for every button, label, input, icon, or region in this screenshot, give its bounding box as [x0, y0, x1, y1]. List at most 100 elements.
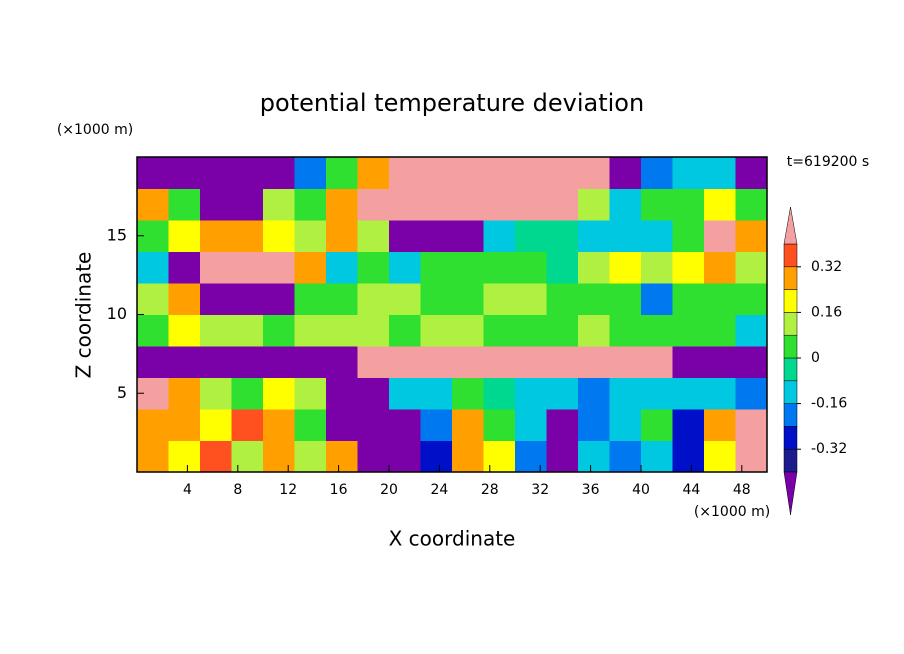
heat-cell: [326, 251, 358, 284]
heat-cell: [483, 283, 516, 315]
heat-cell: [420, 251, 453, 284]
heat-cell: [641, 283, 673, 315]
x-tick-label: 16: [330, 482, 348, 498]
heat-cell: [609, 157, 642, 189]
heat-cell: [672, 283, 705, 315]
heat-cell: [168, 283, 201, 315]
heat-cell: [420, 157, 453, 189]
heat-cell: [420, 409, 453, 441]
colorbar-over: [783, 206, 798, 245]
heat-cell: [294, 409, 327, 441]
heat-cell: [389, 440, 421, 473]
heat-cell: [515, 188, 547, 221]
heat-cell: [294, 440, 327, 473]
heat-cell: [672, 314, 705, 347]
heat-cell: [704, 409, 736, 441]
heat-cell: [168, 157, 201, 189]
heat-cell: [137, 346, 169, 378]
heat-cell: [609, 188, 642, 221]
heat-cell: [263, 409, 295, 441]
heat-cell: [231, 409, 264, 441]
heat-cell: [546, 251, 579, 284]
heat-cell: [326, 283, 358, 315]
heat-cell: [263, 440, 295, 473]
heat-cell: [578, 283, 610, 315]
heat-cell: [263, 283, 295, 315]
heat-cell: [231, 251, 264, 284]
heat-cell: [609, 283, 642, 315]
heat-cell: [641, 188, 673, 221]
heat-cell: [641, 251, 673, 284]
heat-cell: [704, 314, 736, 347]
heat-cell: [704, 188, 736, 221]
heat-cell: [389, 157, 421, 189]
heat-cell: [357, 346, 390, 378]
heat-cell: [515, 157, 547, 189]
heat-cell: [609, 440, 642, 473]
heat-cell: [704, 220, 736, 252]
heat-cell: [357, 409, 390, 441]
colorbar-under: [783, 471, 798, 516]
heat-cell: [452, 220, 484, 252]
heat-cell: [137, 409, 169, 441]
colorbar-segment: [783, 448, 798, 473]
heat-cell: [200, 409, 232, 441]
heat-cell: [389, 251, 421, 284]
heat-cell: [672, 188, 705, 221]
heat-cell: [704, 377, 736, 410]
heat-cell: [704, 157, 736, 189]
heat-cell: [515, 251, 547, 284]
heat-cell: [515, 346, 547, 378]
heat-cell: [326, 220, 358, 252]
heat-cell: [546, 346, 579, 378]
heat-cell: [672, 346, 705, 378]
heat-cell: [452, 314, 484, 347]
colorbar-segment: [783, 380, 798, 404]
heat-cell: [515, 220, 547, 252]
heat-cell: [420, 314, 453, 347]
heat-cell: [231, 188, 264, 221]
heat-cell: [609, 409, 642, 441]
heat-cell: [389, 188, 421, 221]
heat-cell: [515, 377, 547, 410]
heat-cell: [483, 157, 516, 189]
heat-cell: [704, 251, 736, 284]
heat-cell: [200, 220, 232, 252]
heat-cell: [452, 188, 484, 221]
heat-cell: [515, 314, 547, 347]
time-annotation: t=619200 s: [787, 154, 869, 170]
heat-cell: [735, 377, 768, 410]
heat-cell: [326, 188, 358, 221]
heat-cell: [231, 440, 264, 473]
heat-cell: [137, 251, 169, 284]
heat-cell: [735, 346, 768, 378]
heat-cell: [326, 346, 358, 378]
y-tick-label: 5: [117, 383, 127, 402]
heat-cell: [200, 283, 232, 315]
heat-cell: [263, 157, 295, 189]
heat-cell: [294, 377, 327, 410]
heat-cell: [168, 440, 201, 473]
colorbar-segment: [783, 334, 798, 359]
heat-cell: [326, 377, 358, 410]
heat-cell: [263, 377, 295, 410]
heat-cell: [452, 283, 484, 315]
heat-cell: [578, 188, 610, 221]
colorbar-tick-label: -0.32: [811, 441, 847, 457]
colorbar-segment: [783, 426, 798, 450]
y-tick-label: 15: [107, 225, 127, 244]
heat-cell: [294, 220, 327, 252]
heat-cell: [357, 251, 390, 284]
heat-cell: [200, 377, 232, 410]
x-tick-label: 44: [682, 482, 700, 498]
heat-cell: [200, 314, 232, 347]
heat-cell: [546, 188, 579, 221]
colorbar-tick-label: 0.16: [811, 304, 842, 320]
heat-cell: [389, 409, 421, 441]
x-tick-label: 20: [380, 482, 398, 498]
heat-cell: [483, 377, 516, 410]
colorbar-segment: [783, 266, 798, 290]
heat-cell: [326, 409, 358, 441]
heat-cell: [483, 440, 516, 473]
